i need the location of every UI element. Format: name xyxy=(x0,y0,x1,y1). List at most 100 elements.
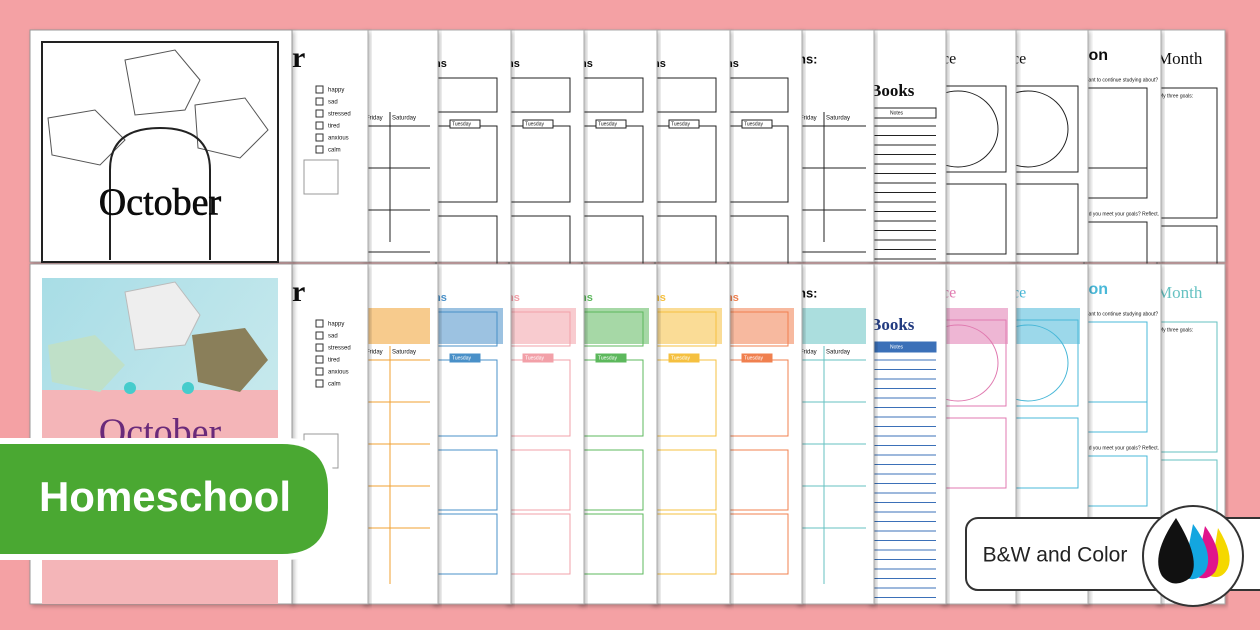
sheet: Books Notes xyxy=(867,29,947,269)
label: Tuesday xyxy=(452,121,471,127)
label: Saturday xyxy=(826,116,850,122)
label: Notes xyxy=(890,110,904,116)
crystal xyxy=(48,335,125,392)
label: happy xyxy=(328,88,344,94)
tab xyxy=(741,119,773,129)
tab xyxy=(741,353,773,363)
box xyxy=(315,343,324,352)
sheet: ns: Friday Saturday xyxy=(795,29,875,295)
wash xyxy=(582,308,649,344)
box xyxy=(303,159,339,195)
crystal xyxy=(192,328,268,392)
label: My three goals: xyxy=(1159,327,1193,333)
dot xyxy=(182,382,194,394)
sheet-paper xyxy=(939,29,1017,263)
box xyxy=(315,145,324,154)
sheet: Books Notes xyxy=(867,263,947,605)
badge-text: Homeschool xyxy=(39,473,291,520)
sheet-paper xyxy=(650,29,731,263)
label: Want to continue studying about? xyxy=(1084,311,1158,317)
label: r xyxy=(292,41,305,74)
tab xyxy=(668,353,700,363)
label: Tuesday xyxy=(744,355,763,361)
sheet-paper xyxy=(723,29,803,263)
box xyxy=(315,121,324,130)
label: Tuesday xyxy=(671,355,690,361)
sheet-paper xyxy=(361,29,439,263)
label: stressed xyxy=(328,112,351,118)
ink-black xyxy=(1158,518,1194,584)
wash xyxy=(436,308,503,344)
badge-fill xyxy=(0,444,328,554)
sheet-paper xyxy=(431,29,512,263)
sheet-paper xyxy=(1154,29,1226,263)
sheet-paper xyxy=(867,29,947,263)
sheet: ion Want to continue studying about? Did y… xyxy=(1081,29,1162,273)
label: calm xyxy=(328,382,341,388)
label: stressed xyxy=(328,346,351,352)
label: sad xyxy=(328,100,338,106)
label: Tuesday xyxy=(598,355,617,361)
wash xyxy=(944,308,1008,344)
wash xyxy=(728,308,794,344)
label: Tuesday xyxy=(744,121,763,127)
sheet: ce xyxy=(917,29,1017,263)
page-strips: Month My three goals: ion Want to continue … xyxy=(289,29,1226,605)
tab xyxy=(449,353,481,363)
label: Notes xyxy=(890,344,904,350)
label: Did you meet your goals? Reflect. xyxy=(1084,445,1159,451)
box xyxy=(315,85,324,94)
sheet-paper xyxy=(289,29,369,263)
label: Want to continue studying about? xyxy=(1084,77,1158,83)
sheet: Month My three goals: xyxy=(1154,29,1226,327)
wash xyxy=(509,308,576,344)
box xyxy=(315,367,324,376)
tab xyxy=(595,119,627,129)
label: r xyxy=(292,275,305,308)
label: tired xyxy=(328,124,340,130)
homeschool-badge: Homeschool xyxy=(0,438,335,560)
format-badge: B&W and Color xyxy=(965,505,1260,607)
sheet-paper xyxy=(577,29,658,263)
label: Friday xyxy=(366,350,383,356)
sheet-paper xyxy=(504,29,585,263)
label: Month xyxy=(1157,283,1203,302)
box xyxy=(315,355,324,364)
label: Friday xyxy=(800,350,817,356)
label: Did you meet your goals? Reflect. xyxy=(1084,211,1159,217)
wash xyxy=(655,308,722,344)
label: sad xyxy=(328,334,338,340)
arch xyxy=(109,126,211,260)
dot xyxy=(124,382,136,394)
box xyxy=(315,133,324,142)
sheet: r happy sad stressed tired anxious calm xyxy=(289,263,369,605)
sheet: r happy sad stressed tired anxious calm xyxy=(289,29,369,263)
wash xyxy=(366,308,430,344)
sheet: ns: Friday Saturday xyxy=(795,263,875,605)
label: tired xyxy=(328,358,340,364)
label: Saturday xyxy=(826,350,850,356)
label: anxious xyxy=(328,136,349,142)
cover-bw: October xyxy=(29,29,293,263)
label: Friday xyxy=(366,116,383,122)
label: Tuesday xyxy=(525,355,544,361)
label: Tuesday xyxy=(525,121,544,127)
label: happy xyxy=(328,322,344,328)
tab xyxy=(668,119,700,129)
label: calm xyxy=(328,148,341,154)
box xyxy=(315,97,324,106)
tab xyxy=(522,353,554,363)
label: ion xyxy=(1084,47,1108,64)
box xyxy=(315,319,324,328)
label: Friday xyxy=(800,116,817,122)
